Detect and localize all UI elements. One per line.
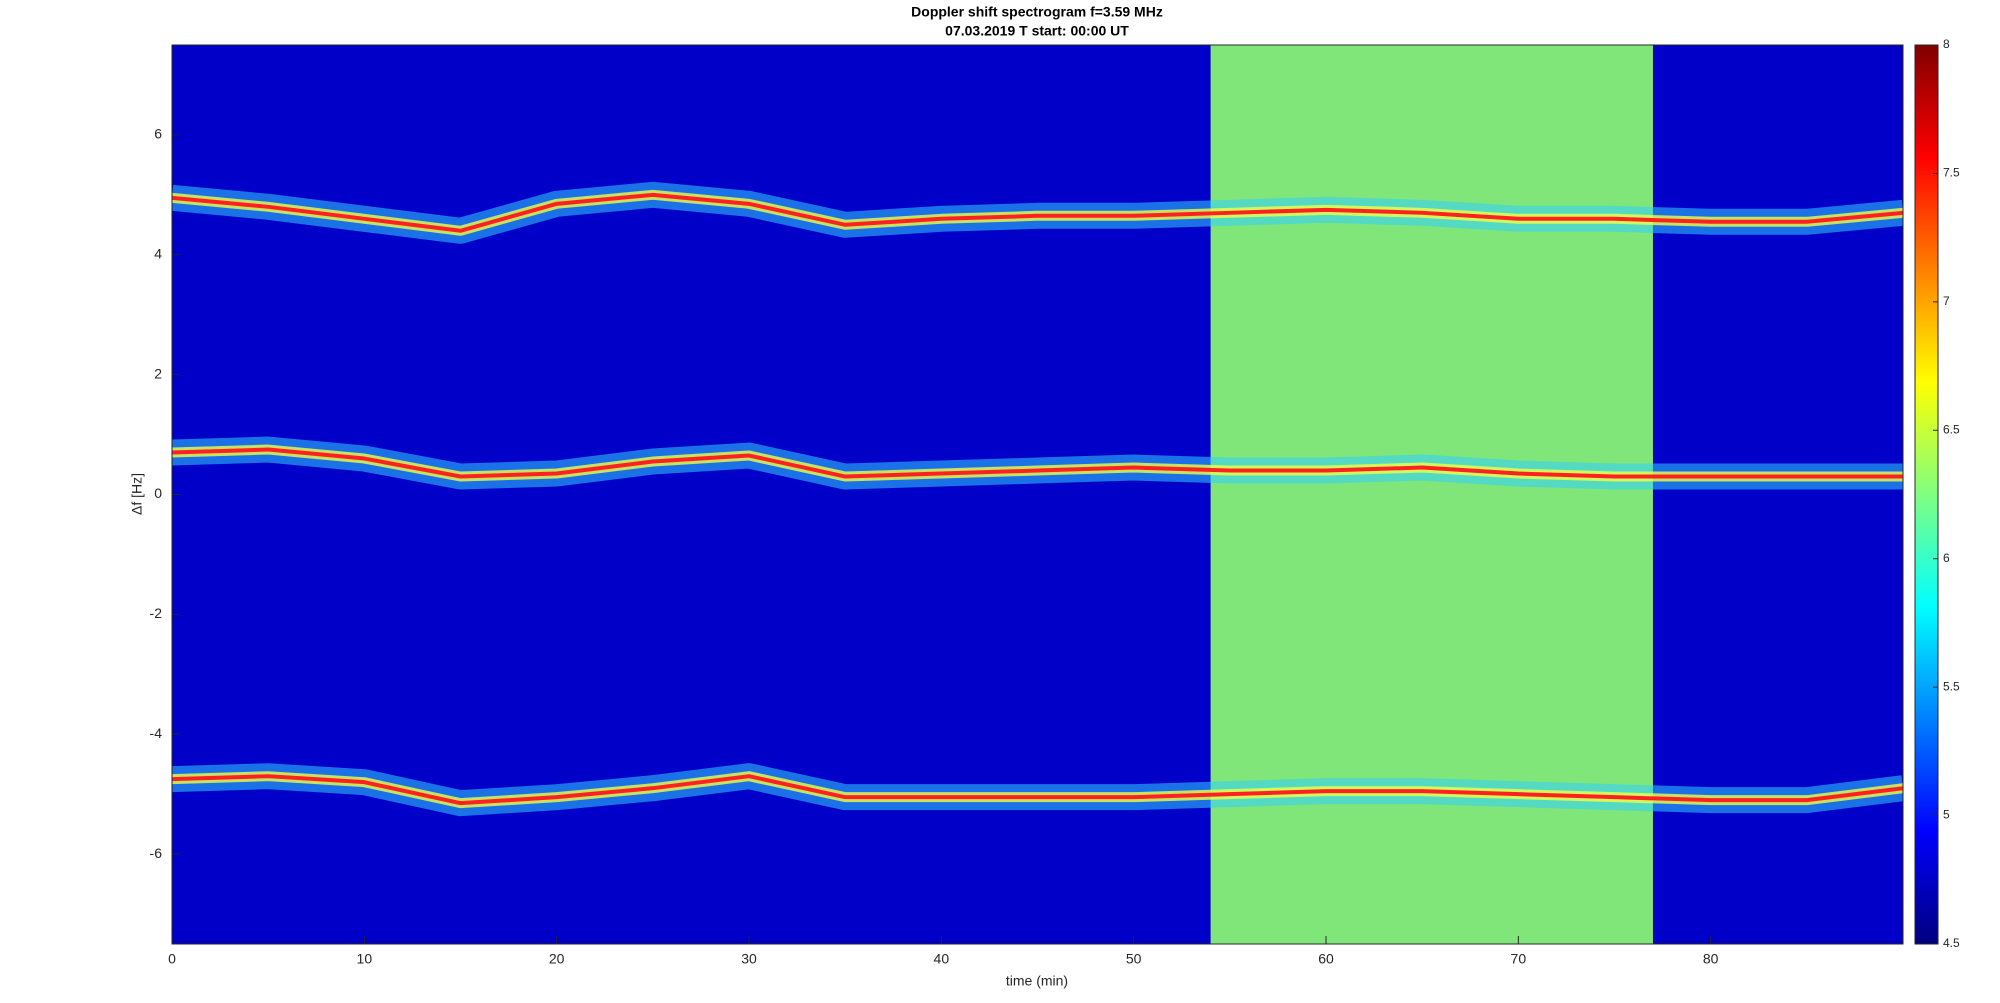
colorbar-tick-label: 6.5 <box>1943 422 1960 436</box>
chart-title: Doppler shift spectrogram f=3.59 MHz <box>911 4 1163 20</box>
colorbar-tick-label: 7.5 <box>1943 166 1960 180</box>
x-tick-label: 50 <box>1126 951 1142 967</box>
y-axis-label: Δf [Hz] <box>129 473 145 515</box>
colorbar-tick-label: 6 <box>1943 551 1950 565</box>
ridge-line <box>172 192 1903 233</box>
plot-area <box>172 45 1903 944</box>
x-tick-label: 10 <box>357 951 373 967</box>
x-tick-label: 80 <box>1703 951 1719 967</box>
y-tick-label: 2 <box>154 365 162 381</box>
ridge-line <box>172 774 1903 806</box>
x-tick-label: 20 <box>549 951 565 967</box>
colorbar-tick-label: 5.5 <box>1943 679 1960 693</box>
x-tick-label: 30 <box>741 951 757 967</box>
x-tick-label: 70 <box>1511 951 1527 967</box>
y-tick-label: 0 <box>154 485 162 501</box>
colorbar <box>1914 44 1939 945</box>
y-tick-label: -6 <box>150 845 163 861</box>
y-tick-label: -4 <box>150 725 163 741</box>
x-tick-label: 40 <box>934 951 950 967</box>
y-tick-label: 4 <box>154 245 162 261</box>
colorbar-tick-label: 4.5 <box>1943 936 1960 950</box>
ridge-line <box>172 447 1903 479</box>
colorbar-tick-label: 8 <box>1943 37 1950 51</box>
x-axis-label: time (min) <box>1006 973 1068 989</box>
y-tick-label: 6 <box>154 126 162 142</box>
x-tick-label: 0 <box>168 951 176 967</box>
colorbar-tick-label: 7 <box>1943 294 1950 308</box>
chart-subtitle: 07.03.2019 T start: 00:00 UT <box>945 23 1129 39</box>
y-tick-label: -2 <box>150 605 163 621</box>
x-tick-label: 60 <box>1318 951 1334 967</box>
colorbar-tick-label: 5 <box>1943 808 1950 822</box>
